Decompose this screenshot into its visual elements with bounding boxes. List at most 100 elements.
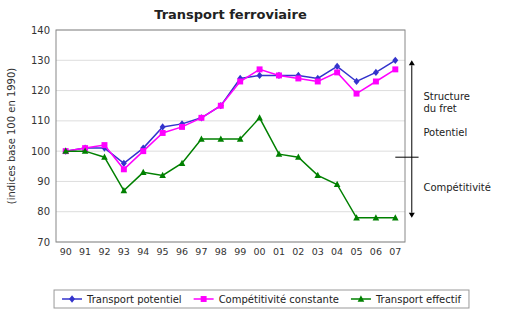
- data-point: [62, 148, 69, 154]
- data-point: [392, 214, 399, 220]
- data-point: [218, 103, 224, 109]
- legend: Transport potentiel Compétitivité constan…: [54, 290, 469, 308]
- data-point: [121, 166, 127, 172]
- x-tick-label: 93: [118, 246, 130, 257]
- x-tick-label: 97: [195, 246, 207, 257]
- x-tick-label: 98: [215, 246, 227, 257]
- data-point: [373, 214, 380, 220]
- grid-line: [56, 60, 405, 61]
- data-point: [159, 172, 166, 178]
- data-point: [373, 69, 379, 76]
- x-tick-label: 07: [389, 246, 401, 257]
- data-point: [314, 172, 321, 178]
- legend-item: Transport effectif: [351, 294, 461, 305]
- x-tick-label: 05: [350, 246, 362, 257]
- data-point: [256, 114, 263, 120]
- data-point: [392, 66, 398, 72]
- y-tick-label: 100: [31, 146, 50, 157]
- data-point: [295, 75, 301, 81]
- bracket-divider: [395, 157, 418, 158]
- data-point: [276, 151, 283, 157]
- data-point: [198, 114, 204, 121]
- annotation-line: du fret: [423, 103, 456, 114]
- data-point: [354, 91, 360, 97]
- data-point: [276, 72, 282, 79]
- x-tick-label: 00: [254, 246, 266, 257]
- y-axis-label: (indices base 100 en 1990): [6, 68, 17, 205]
- data-point: [101, 154, 108, 160]
- arrow-head: [409, 60, 415, 65]
- x-tick-label: 03: [312, 246, 324, 257]
- legend-item: Transport potentiel: [62, 294, 182, 305]
- title: Transport ferroviaire: [154, 7, 307, 22]
- data-point: [160, 123, 166, 130]
- legend-marker: [69, 295, 75, 302]
- data-point: [295, 154, 302, 160]
- data-point: [276, 72, 282, 78]
- plot-area: [56, 30, 405, 242]
- data-point: [257, 66, 263, 72]
- y-tick-label: 70: [37, 237, 50, 248]
- annotation-label: Structuredu fret: [423, 91, 470, 114]
- data-point: [373, 79, 379, 85]
- x-tick-label: 92: [98, 246, 110, 257]
- annotation-line: Structure: [423, 91, 470, 102]
- annotation-line: Compétitivité: [423, 182, 491, 193]
- arrow-head: [409, 213, 415, 218]
- grid-line: [56, 120, 405, 121]
- x-tick-label: 04: [331, 246, 343, 257]
- data-point: [353, 214, 360, 220]
- data-point: [218, 135, 225, 141]
- legend-frame: [54, 290, 469, 308]
- series-group: [62, 57, 398, 221]
- y-tick-label: 140: [31, 25, 50, 36]
- data-point: [334, 181, 341, 187]
- y-tick-label: 120: [31, 85, 50, 96]
- data-point: [315, 79, 321, 85]
- data-point: [179, 160, 186, 166]
- legend-items: Transport potentiel Compétitivité constan…: [62, 294, 461, 305]
- data-point: [179, 124, 185, 130]
- legend-label: Compétitivité constante: [219, 294, 339, 305]
- data-point: [257, 72, 263, 79]
- grid: [56, 30, 405, 242]
- x-tick-label: 94: [137, 246, 149, 257]
- data-point: [140, 148, 146, 154]
- legend-label: Transport effectif: [375, 294, 461, 305]
- data-point: [198, 115, 204, 121]
- x-axis: 909192939495969798990001020304050607: [60, 246, 402, 257]
- data-point: [160, 130, 166, 136]
- series-line: [66, 118, 396, 218]
- x-tick-label: 90: [60, 246, 72, 257]
- series-line: [66, 69, 396, 169]
- legend-item: Compétitivité constante: [194, 294, 339, 305]
- annotation-label: Potentiel: [423, 127, 467, 138]
- x-tick-label: 06: [370, 246, 382, 257]
- plot-frame: [56, 30, 405, 242]
- chart: 7080901001101201301409091929394959697989…: [0, 0, 523, 314]
- y-tick-label: 80: [37, 206, 50, 217]
- data-point: [140, 169, 147, 175]
- data-point: [334, 63, 340, 70]
- data-point: [334, 69, 340, 75]
- x-tick-label: 96: [176, 246, 188, 257]
- x-tick-label: 02: [292, 246, 304, 257]
- legend-marker: [358, 295, 365, 301]
- y-tick-label: 110: [31, 115, 50, 126]
- series-line: [66, 60, 396, 163]
- annotation-line: Potentiel: [423, 127, 467, 138]
- data-point: [82, 148, 89, 154]
- data-point: [218, 102, 224, 109]
- y-tick-label: 90: [37, 176, 50, 187]
- legend-marker: [201, 296, 207, 302]
- annotation-label: Compétitivité: [423, 182, 491, 193]
- data-point: [392, 57, 398, 64]
- x-tick-label: 91: [79, 246, 91, 257]
- y-tick-label: 130: [31, 55, 50, 66]
- grid-line: [56, 181, 405, 182]
- data-point: [237, 79, 243, 85]
- x-tick-label: 95: [157, 246, 169, 257]
- data-point: [121, 187, 128, 193]
- x-tick-label: 01: [273, 246, 285, 257]
- y-axis: 70 80 90 100 110 120 130 140: [31, 25, 50, 248]
